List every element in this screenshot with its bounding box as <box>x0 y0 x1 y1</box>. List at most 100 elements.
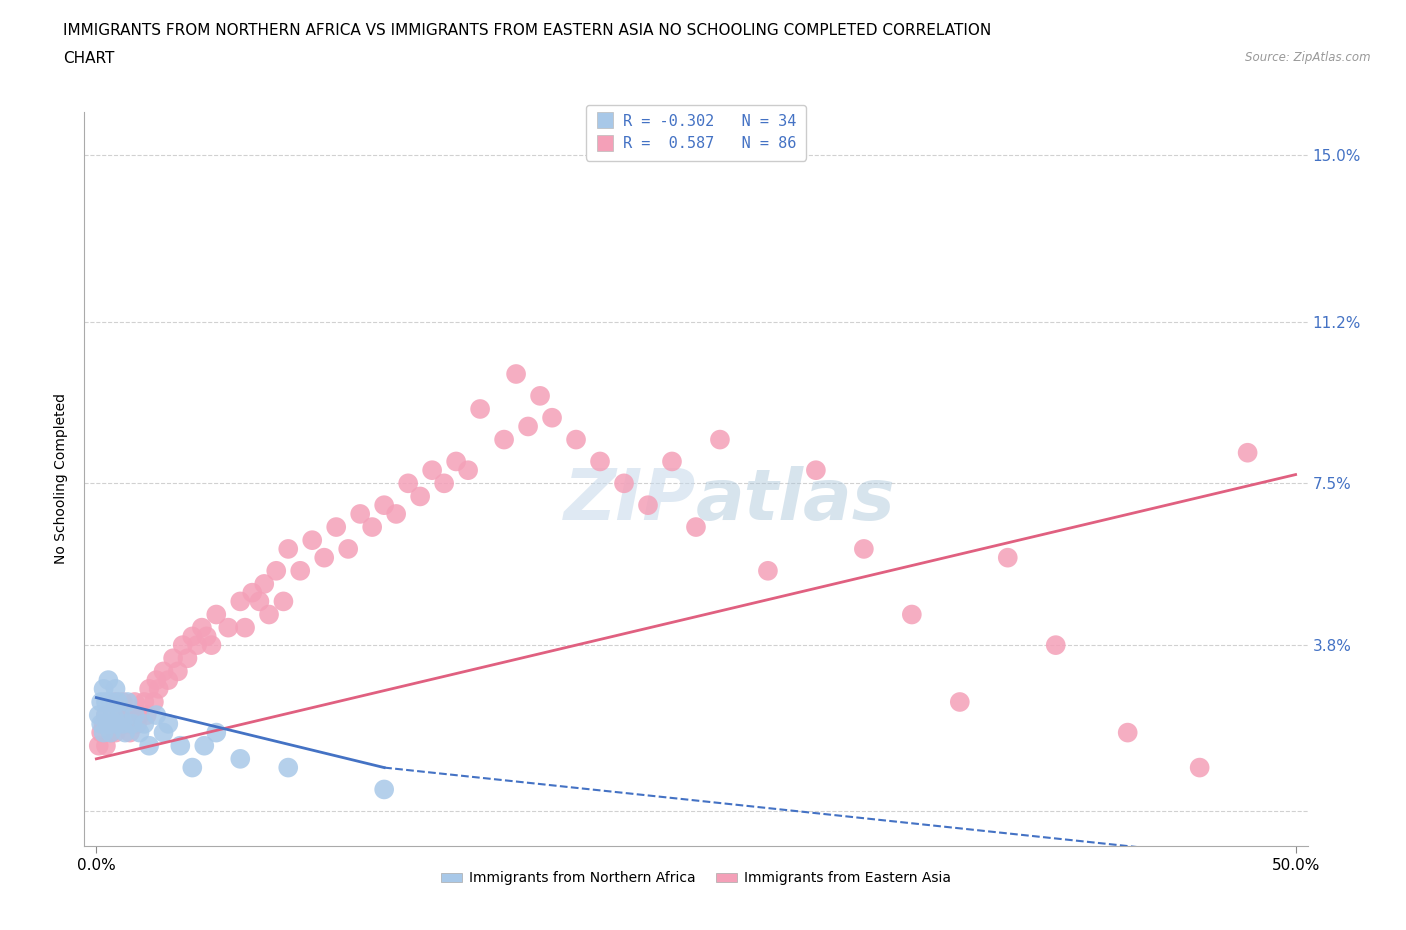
Point <box>181 629 204 644</box>
Point <box>613 476 636 491</box>
Point <box>104 725 127 740</box>
Point <box>101 708 124 723</box>
Point <box>94 708 117 723</box>
Point <box>121 716 143 731</box>
Point <box>114 716 136 731</box>
Text: ZIP: ZIP <box>564 467 696 536</box>
Point <box>104 682 127 697</box>
Point <box>517 419 540 434</box>
Point <box>90 725 112 740</box>
Point <box>565 432 588 447</box>
Point <box>240 585 263 600</box>
Point <box>142 695 165 710</box>
Point <box>117 695 139 710</box>
Point <box>273 594 295 609</box>
Point <box>195 629 218 644</box>
Point <box>135 708 157 723</box>
Point <box>444 454 467 469</box>
Point <box>104 716 127 731</box>
Point <box>162 651 184 666</box>
Point <box>997 551 1019 565</box>
Point <box>756 564 779 578</box>
Point <box>111 716 134 731</box>
Point <box>138 738 160 753</box>
Point <box>94 708 117 723</box>
Point <box>709 432 731 447</box>
Point <box>104 695 127 710</box>
Point <box>93 725 115 740</box>
Point <box>205 607 228 622</box>
Point <box>110 708 132 723</box>
Point <box>589 454 612 469</box>
Point <box>152 664 174 679</box>
Point <box>148 682 170 697</box>
Point <box>124 695 146 710</box>
Point <box>373 782 395 797</box>
Point <box>134 716 156 731</box>
Text: CHART: CHART <box>63 51 115 66</box>
Point <box>337 541 360 556</box>
Text: IMMIGRANTS FROM NORTHERN AFRICA VS IMMIGRANTS FROM EASTERN ASIA NO SCHOOLING COM: IMMIGRANTS FROM NORTHERN AFRICA VS IMMIG… <box>63 23 991 38</box>
Point <box>128 708 150 723</box>
Point <box>494 432 516 447</box>
Point <box>314 551 336 565</box>
Point <box>181 760 204 775</box>
Point <box>1045 638 1067 653</box>
Point <box>257 607 280 622</box>
Point <box>229 751 252 766</box>
Point <box>87 738 110 753</box>
Point <box>949 695 972 710</box>
Point <box>93 682 115 697</box>
Point <box>127 716 149 731</box>
Point <box>121 708 143 723</box>
Point <box>111 695 134 710</box>
Point <box>373 498 395 512</box>
Point <box>186 638 208 653</box>
Point <box>433 476 456 491</box>
Point <box>301 533 323 548</box>
Point <box>804 463 827 478</box>
Point <box>97 672 120 687</box>
Point <box>249 594 271 609</box>
Point <box>90 695 112 710</box>
Point <box>361 520 384 535</box>
Point <box>114 725 136 740</box>
Point <box>290 564 312 578</box>
Point <box>100 695 122 710</box>
Point <box>117 708 139 723</box>
Point <box>200 638 222 653</box>
Point <box>167 664 190 679</box>
Point <box>325 520 347 535</box>
Point <box>1116 725 1139 740</box>
Point <box>172 638 194 653</box>
Point <box>128 725 150 740</box>
Point <box>409 489 432 504</box>
Point <box>97 716 120 731</box>
Point <box>138 682 160 697</box>
Point <box>1188 760 1211 775</box>
Point <box>661 454 683 469</box>
Point <box>420 463 443 478</box>
Point <box>637 498 659 512</box>
Point <box>505 366 527 381</box>
Point <box>100 725 122 740</box>
Legend: Immigrants from Northern Africa, Immigrants from Eastern Asia: Immigrants from Northern Africa, Immigra… <box>436 866 956 891</box>
Point <box>1236 445 1258 460</box>
Point <box>110 708 132 723</box>
Point <box>233 620 256 635</box>
Point <box>685 520 707 535</box>
Point <box>529 389 551 404</box>
Point <box>134 695 156 710</box>
Point <box>277 541 299 556</box>
Point <box>229 594 252 609</box>
Point <box>107 716 129 731</box>
Point <box>94 695 117 710</box>
Point <box>145 708 167 723</box>
Point <box>349 507 371 522</box>
Point <box>145 672 167 687</box>
Point <box>457 463 479 478</box>
Point <box>277 760 299 775</box>
Point <box>124 708 146 723</box>
Text: Source: ZipAtlas.com: Source: ZipAtlas.com <box>1246 51 1371 64</box>
Point <box>118 725 141 740</box>
